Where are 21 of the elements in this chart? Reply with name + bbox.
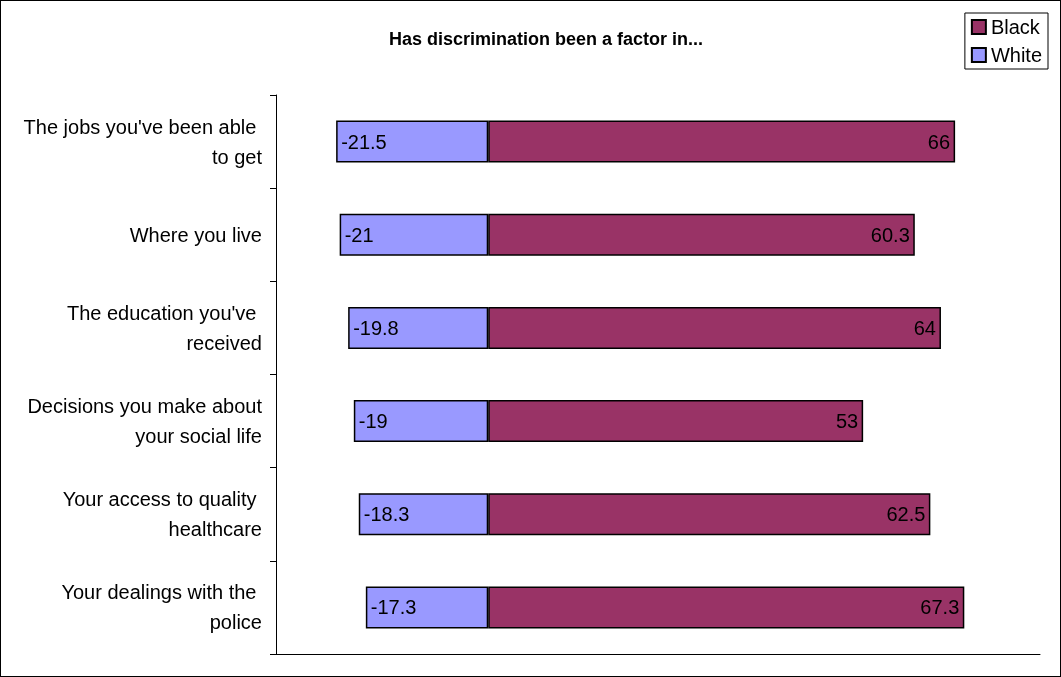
- y-tick-label: The education you've received: [66, 301, 262, 354]
- legend-label: White: [990, 44, 1042, 66]
- data-label: -19.8: [353, 316, 399, 339]
- y-tick-label: Where you live: [129, 223, 262, 246]
- data-label: 53: [835, 410, 859, 433]
- data-label: 64: [913, 316, 936, 339]
- data-label: -17.3: [370, 596, 417, 619]
- y-tick-label: Your access to quality healthcare: [62, 488, 262, 541]
- data-label: 66: [927, 130, 951, 153]
- data-label: -19: [358, 410, 388, 433]
- y-tick-label: Decisions you make about your social life: [27, 395, 263, 448]
- data-label: 67.3: [920, 596, 960, 619]
- data-label: 62.5: [886, 503, 926, 526]
- legend-label: Black: [990, 16, 1041, 38]
- data-label: 60.3: [870, 223, 910, 246]
- chart-title: Has discrimination been a factor in...: [388, 29, 704, 49]
- data-label: -18.3: [363, 503, 410, 526]
- y-tick-label: The jobs you've been able to get: [23, 115, 263, 168]
- data-label: -21.5: [341, 130, 387, 153]
- data-label: -21: [344, 223, 374, 246]
- y-tick-label: Your dealings with the police: [61, 581, 262, 634]
